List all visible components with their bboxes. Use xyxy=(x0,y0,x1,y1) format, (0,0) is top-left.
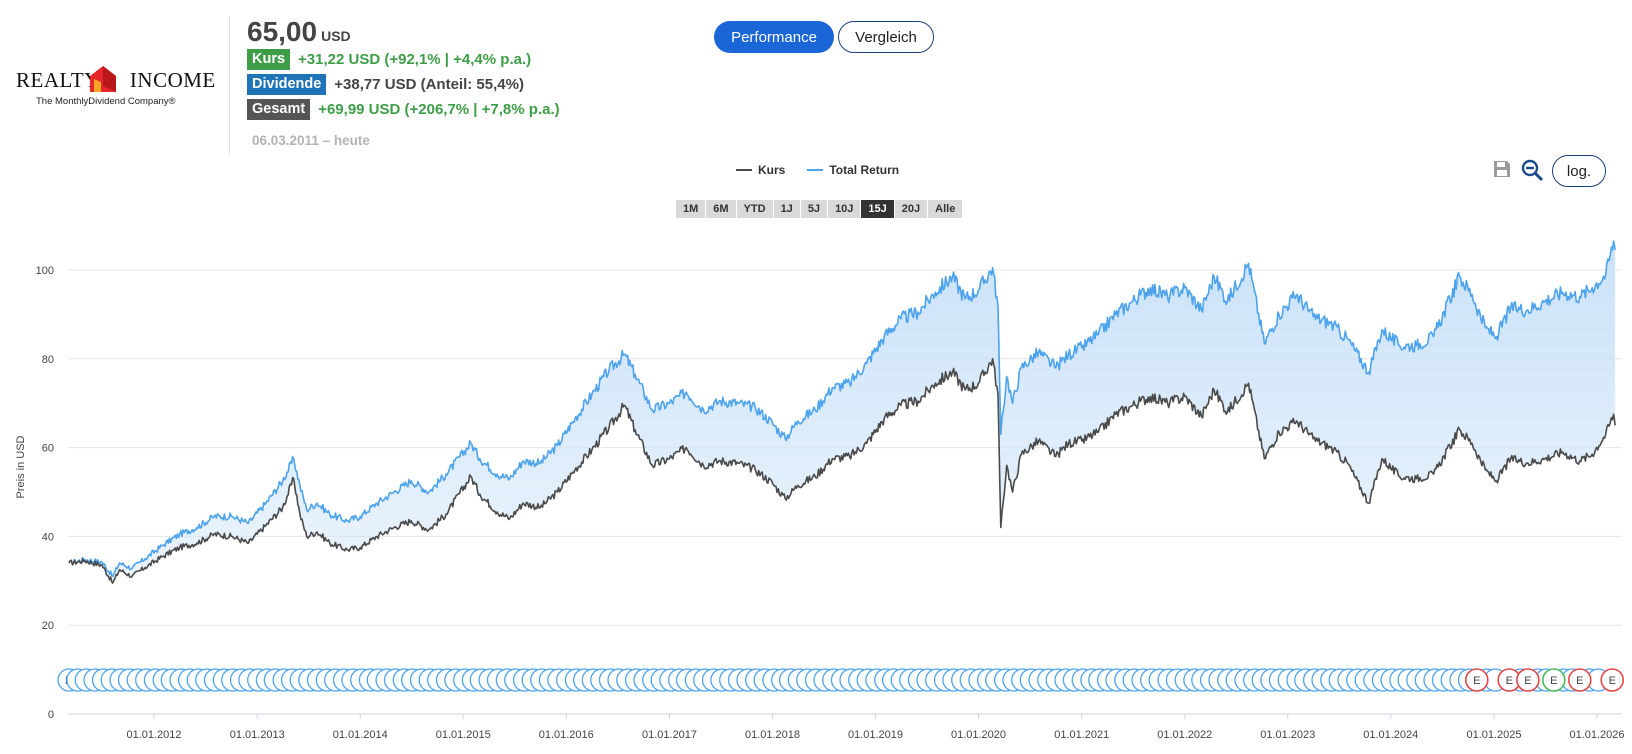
performance-button[interactable]: Performance xyxy=(714,21,834,53)
perf-row-kurs: Kurs +31,22 USD (+92,1% | +4,4% p.a.) xyxy=(247,49,531,70)
legend-line-total-return xyxy=(807,169,824,171)
range-button-5j[interactable]: 5J xyxy=(800,200,828,218)
x-tick-label: 01.01.2023 xyxy=(1260,729,1315,741)
x-tick-label: 01.01.2026 xyxy=(1569,729,1624,741)
earnings-marker xyxy=(1568,668,1592,692)
kurs-badge: Kurs xyxy=(247,49,291,70)
price-currency: USD xyxy=(321,28,351,44)
earnings-marker-label: E xyxy=(1524,675,1531,687)
legend-item-kurs[interactable]: Kurs xyxy=(736,163,785,177)
y-tick-label: 0 xyxy=(48,709,54,721)
gesamt-value: +69,99 USD (+206,7% | +7,8% p.a.) xyxy=(318,101,560,118)
legend-label-kurs: Kurs xyxy=(758,163,786,177)
x-tick-label: 01.01.2020 xyxy=(951,729,1006,741)
earnings-marker xyxy=(1465,668,1489,692)
legend-item-total-return[interactable]: Total Return xyxy=(807,163,899,177)
x-tick-label: 01.01.2022 xyxy=(1157,729,1212,741)
y-tick-label: 40 xyxy=(42,531,54,543)
zoom-out-icon[interactable] xyxy=(1520,158,1544,182)
earnings-marker-label: E xyxy=(1576,675,1583,687)
area-fill-dividend xyxy=(69,241,1616,583)
price-value: 65,00 xyxy=(247,16,318,47)
x-tick-label: 01.01.2025 xyxy=(1466,729,1521,741)
perf-row-gesamt: Gesamt +69,99 USD (+206,7% | +7,8% p.a.) xyxy=(247,99,560,120)
x-tick-label: 01.01.2019 xyxy=(848,729,903,741)
range-button-10j[interactable]: 10J xyxy=(828,200,861,218)
header-divider xyxy=(229,16,230,154)
series-line-total-return xyxy=(68,240,1616,578)
date-range: 06.03.2011 – heute xyxy=(252,133,370,148)
logo-tagline: The MonthlyDividend Company® xyxy=(36,96,176,107)
range-button-1m[interactable]: 1M xyxy=(676,200,706,218)
x-tick-label: 01.01.2021 xyxy=(1054,729,1109,741)
x-tick-label: 01.01.2014 xyxy=(333,729,388,741)
dividende-value: +38,77 USD (Anteil: 55,4%) xyxy=(334,76,524,93)
range-selector: 1M 6M YTD 1J 5J 10J 15J 20J Alle xyxy=(676,200,963,218)
range-button-1j[interactable]: 1J xyxy=(773,200,800,218)
legend-label-total-return: Total Return xyxy=(829,163,900,177)
x-tick-label: 01.01.2012 xyxy=(126,729,181,741)
save-icon[interactable] xyxy=(1492,159,1512,179)
y-tick-label: 20 xyxy=(42,620,54,632)
range-button-alle[interactable]: Alle xyxy=(928,200,963,218)
earnings-marker-label: E xyxy=(1609,675,1616,687)
y-tick-label: 60 xyxy=(42,443,54,455)
earnings-marker-label: E xyxy=(1550,675,1557,687)
x-tick-label: 01.01.2013 xyxy=(230,729,285,741)
vergleich-button[interactable]: Vergleich xyxy=(838,21,934,53)
company-logo: REALTY INCOME The MonthlyDividend Company… xyxy=(14,64,215,109)
y-tick-label: 100 xyxy=(36,265,54,277)
logo-word-right: INCOME xyxy=(129,68,216,92)
earnings-marker xyxy=(1516,668,1540,692)
log-scale-button[interactable]: log. xyxy=(1552,155,1606,187)
perf-row-dividende: Dividende +38,77 USD (Anteil: 55,4%) xyxy=(247,74,524,95)
y-tick-label: 80 xyxy=(42,354,54,366)
house-icon xyxy=(90,66,116,92)
x-tick-label: 01.01.2016 xyxy=(539,729,594,741)
x-tick-label: 01.01.2024 xyxy=(1363,729,1418,741)
kurs-value: +31,22 USD (+92,1% | +4,4% p.a.) xyxy=(298,51,532,68)
price-display: 65,00 USD xyxy=(247,16,351,48)
x-tick-label: 01.01.2018 xyxy=(745,729,800,741)
earnings-marker xyxy=(1542,668,1566,692)
chart-legend: Kurs Total Return xyxy=(736,163,921,177)
series-line-kurs xyxy=(68,358,1616,584)
range-button-6m[interactable]: 6M xyxy=(706,200,736,218)
dividende-badge: Dividende xyxy=(247,74,327,95)
range-button-ytd[interactable]: YTD xyxy=(736,200,773,218)
x-tick-label: 01.01.2017 xyxy=(642,729,697,741)
legend-line-kurs xyxy=(736,169,752,171)
y-axis-label: Preis in USD xyxy=(15,435,27,498)
earnings-marker-label: E xyxy=(1473,675,1480,687)
gesamt-badge: Gesamt xyxy=(247,99,311,120)
range-button-15j[interactable]: 15J xyxy=(861,200,894,218)
logo-word-left: REALTY xyxy=(16,68,100,92)
logo-wordmark: REALTY INCOME xyxy=(16,68,216,93)
earnings-marker xyxy=(1600,668,1624,692)
earnings-marker-label: E xyxy=(1506,675,1513,687)
range-button-20j[interactable]: 20J xyxy=(894,200,928,218)
x-tick-label: 01.01.2015 xyxy=(436,729,491,741)
